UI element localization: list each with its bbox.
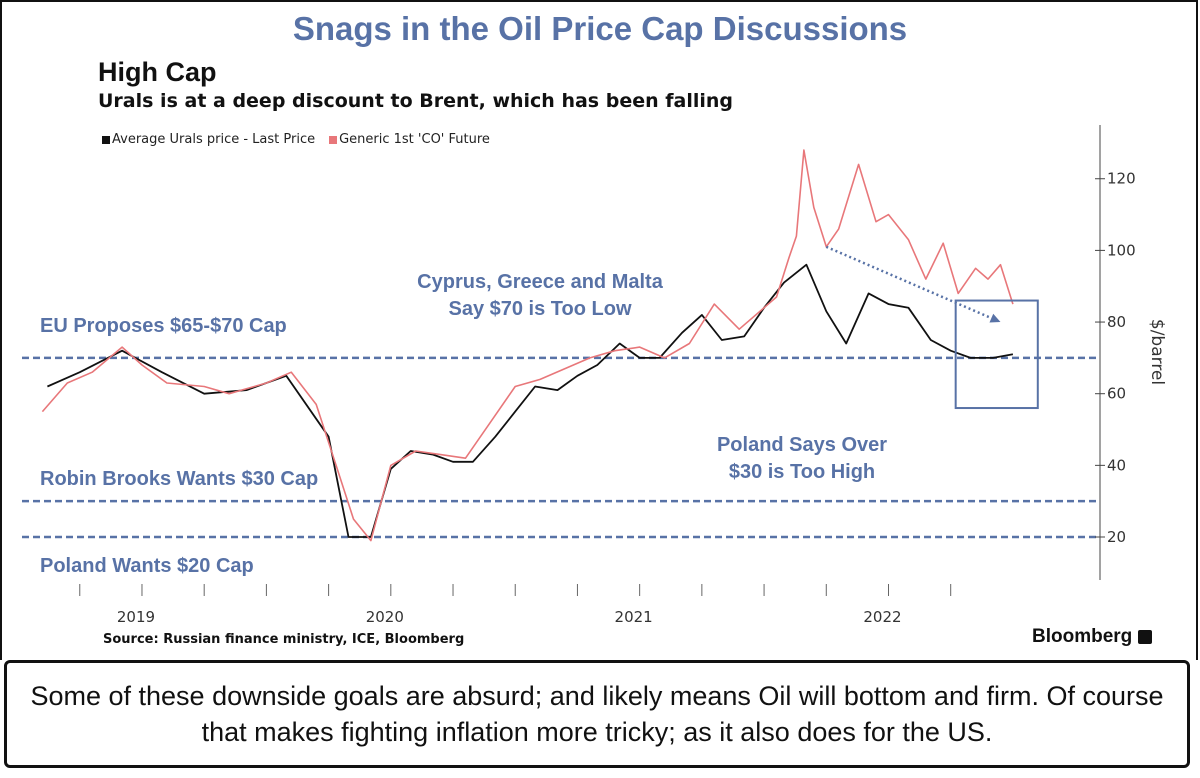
legend-swatch-urals — [102, 135, 110, 144]
y-tick-label: 120 — [1107, 170, 1136, 188]
reference-label-30: Robin Brooks Wants $30 Cap — [40, 468, 318, 490]
legend-item-urals: Average Urals price - Last Price — [102, 132, 315, 147]
caption-text: Some of these downside goals are absurd;… — [30, 681, 1164, 747]
annotation-text-line2: $30 is Too High — [729, 461, 875, 483]
y-tick-label: 60 — [1107, 385, 1126, 403]
series-line-urals — [47, 263, 1014, 538]
chart-plot: EU Proposes $65-$70 Cap Robin Brooks Want… — [22, 125, 1167, 626]
chart-legend: Average Urals price - Last Price Generic… — [102, 132, 490, 147]
brand-name: Bloomberg — [1032, 626, 1133, 647]
legend-swatch-brent — [329, 135, 338, 144]
caption-box: Some of these downside goals are absurd;… — [4, 660, 1190, 768]
chart-description: Urals is at a deep discount to Brent, wh… — [98, 90, 733, 112]
legend-item-brent: Generic 1st 'CO' Future — [329, 132, 490, 147]
trend-arrow-head — [989, 313, 1001, 323]
annotation-text-line1: Cyprus, Greece and Malta — [417, 271, 664, 293]
terminal-icon — [1138, 630, 1153, 644]
x-tick-label: 2019 — [117, 608, 155, 626]
annotation-text-line1: Poland Says Over — [717, 434, 887, 456]
reference-label-70: EU Proposes $65-$70 Cap — [40, 315, 287, 337]
x-tick-label: 2021 — [615, 608, 653, 626]
legend-label-brent: Generic 1st 'CO' Future — [339, 132, 490, 147]
chart-subtitle: High Cap — [98, 57, 217, 87]
highlight-box — [954, 299, 1039, 410]
x-tick-label: 2020 — [366, 608, 404, 626]
y-tick-label: 40 — [1107, 456, 1126, 474]
reference-lines: EU Proposes $65-$70 Cap Robin Brooks Want… — [22, 315, 1100, 577]
annotation-text-line2: Say $70 is Too Low — [448, 298, 631, 320]
y-tick-label: 20 — [1107, 528, 1126, 546]
series-line-brent — [41, 149, 1014, 542]
brand-logo: Bloomberg — [1032, 626, 1153, 648]
y-axis-label: $/barrel — [1147, 319, 1167, 385]
source-note: Source: Russian finance ministry, ICE, B… — [103, 632, 465, 647]
y-tick-label: 80 — [1107, 313, 1126, 331]
axis-layer: 20 40 60 80 100 120 $/barrel 2019 2020 2021 2022 — [79, 125, 1167, 626]
annotation-layer: Cyprus, Greece and Malta Say $70 is Too L… — [417, 245, 1039, 483]
trend-arrow-line — [825, 245, 1001, 324]
series-layer — [41, 149, 1014, 542]
legend-label-urals: Average Urals price - Last Price — [112, 132, 316, 147]
y-tick-label: 100 — [1107, 241, 1136, 259]
x-tick-label: 2022 — [863, 608, 901, 626]
chart-frame — [0, 0, 1198, 660]
reference-label-20: Poland Wants $20 Cap — [40, 555, 254, 577]
chart-title: Snags in the Oil Price Cap Discussions — [292, 10, 908, 47]
